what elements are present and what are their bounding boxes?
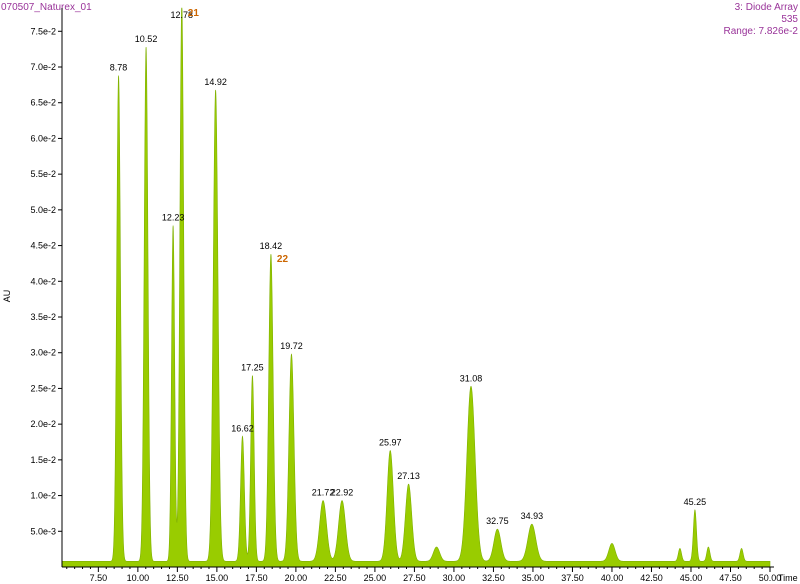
x-tick-label: 32.50: [482, 573, 505, 583]
peak-label: 14.92: [204, 77, 227, 87]
x-axis-label: Time: [778, 573, 798, 583]
peak-label: 22.92: [331, 488, 354, 498]
y-tick-label: 5.0e-3: [30, 526, 56, 536]
y-tick-label: 2.0e-2: [30, 419, 56, 429]
x-tick-label: 42.50: [640, 573, 663, 583]
wavelength: 535: [781, 14, 798, 25]
peak-labels-layer: 8.78 10.52 12.23 12.78 14.92 16.62 17.25 18.42 1…: [110, 8, 706, 526]
x-tick-label: 22.50: [324, 573, 347, 583]
y-tick-label: 2.5e-2: [30, 383, 56, 393]
y-tick-label: 1.0e-2: [30, 491, 56, 501]
compound-annotation: 22: [277, 254, 289, 265]
x-tick-label: 7.50: [90, 573, 108, 583]
y-tick-label: 3.5e-2: [30, 312, 56, 322]
x-tick-label: 17.50: [245, 573, 268, 583]
peak-label: 12.78: [171, 10, 194, 20]
chromatogram-trace: [61, 7, 771, 568]
x-tick-label: 20.00: [285, 573, 308, 583]
y-tick-label: 6.5e-2: [30, 98, 56, 108]
x-tick-label: 27.50: [403, 573, 426, 583]
x-tick-label: 45.00: [680, 573, 703, 583]
x-tick-label: 25.00: [364, 573, 387, 583]
peak-label: 12.23: [162, 213, 185, 223]
trace-layer: [61, 7, 771, 568]
y-tick-label: 4.0e-2: [30, 276, 56, 286]
peak-label: 27.13: [397, 471, 420, 481]
x-tick-label: 37.50: [561, 573, 584, 583]
peak-label: 10.52: [135, 34, 158, 44]
x-tick-label: 10.00: [127, 573, 150, 583]
peak-label: 17.25: [241, 363, 264, 373]
y-tick-label: 5.5e-2: [30, 169, 56, 179]
trace-name: 3: Diode Array: [734, 2, 798, 13]
x-tick-label: 30.00: [443, 573, 466, 583]
peak-label: 45.25: [684, 497, 707, 507]
y-tick-label: 7.5e-2: [30, 26, 56, 36]
peak-label: 34.93: [521, 511, 544, 521]
peak-label: 8.78: [110, 63, 128, 73]
peak-label: 32.75: [486, 516, 509, 526]
peak-label: 25.97: [379, 438, 402, 448]
x-tick-label: 47.50: [719, 573, 742, 583]
y-tick-label: 4.5e-2: [30, 241, 56, 251]
x-tick-label: 40.00: [601, 573, 624, 583]
peak-label: 21.72: [312, 488, 335, 498]
sample-name: 070507_Naturex_01: [1, 2, 92, 13]
axes-layer: 5.0e-3 1.0e-2 1.5e-2 2.0e-2 2.5e-2 3.0e-2 3.5e…: [2, 8, 798, 583]
x-tick-label: 50.00: [759, 573, 782, 583]
peak-label: 31.08: [460, 373, 483, 383]
y-tick-label: 6.0e-2: [30, 133, 56, 143]
range-text: Range: 7.826e-2: [723, 26, 798, 37]
x-tick-label: 12.50: [166, 573, 189, 583]
y-tick-label: 1.5e-2: [30, 455, 56, 465]
peak-label: 19.72: [280, 341, 303, 351]
y-tick-label: 3.0e-2: [30, 348, 56, 358]
x-tick-label: 15.00: [206, 573, 229, 583]
y-tick-label: 7.0e-2: [30, 62, 56, 72]
peak-label: 16.62: [231, 423, 254, 433]
peak-label: 18.42: [260, 241, 283, 251]
x-tick-label: 35.00: [522, 573, 545, 583]
compound-annotation: 21: [188, 8, 200, 19]
trace-info: 3: Diode Array 535 Range: 7.826e-2: [723, 2, 798, 38]
y-tick-label: 5.0e-2: [30, 205, 56, 215]
y-axis-label: AU: [2, 290, 12, 303]
